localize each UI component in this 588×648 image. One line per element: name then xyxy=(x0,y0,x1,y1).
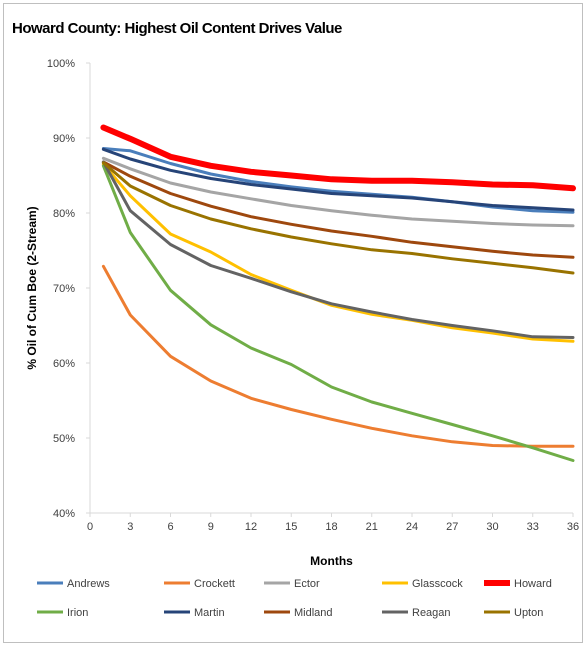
legend-label-irion: Irion xyxy=(67,607,88,619)
y-tick-label: 50% xyxy=(53,433,75,445)
x-tick-label: 6 xyxy=(167,521,173,533)
x-tick-label: 27 xyxy=(446,521,458,533)
y-tick-label: 70% xyxy=(53,283,75,295)
x-tick-label: 33 xyxy=(527,521,539,533)
x-tick-label: 15 xyxy=(285,521,297,533)
legend: Andrews Crockett Ector Glasscock Howard Irion… xyxy=(37,578,552,619)
legend-label-crockett: Crockett xyxy=(194,578,235,590)
legend-label-glasscock: Glasscock xyxy=(412,578,463,590)
chart-frame xyxy=(3,3,583,643)
y-axis-label: % Oil of Cum Boe (2-Stream) xyxy=(25,206,39,369)
legend-label-upton: Upton xyxy=(514,607,543,619)
legend-label-andrews: Andrews xyxy=(67,578,110,590)
x-tick-label: 30 xyxy=(486,521,498,533)
series-lines xyxy=(100,124,576,462)
series-line-crockett xyxy=(101,264,575,448)
y-tick-label: 80% xyxy=(53,208,75,220)
legend-label-reagan: Reagan xyxy=(412,607,451,619)
x-axis-label: Months xyxy=(310,554,353,568)
x-tick-label: 0 xyxy=(87,521,93,533)
y-tick-label: 100% xyxy=(47,58,75,70)
series-line-reagan xyxy=(101,160,575,339)
x-axis-ticks: 0 3 6 9 12 15 18 21 24 27 30 33 36 xyxy=(87,513,579,533)
series-line-howard xyxy=(100,124,576,192)
legend-label-martin: Martin xyxy=(194,607,225,619)
series-line-midland xyxy=(101,160,575,259)
x-tick-label: 3 xyxy=(127,521,133,533)
series-line-irion xyxy=(101,164,575,462)
x-tick-label: 36 xyxy=(567,521,579,533)
y-tick-label: 90% xyxy=(53,133,75,145)
legend-label-midland: Midland xyxy=(294,607,333,619)
chart-title: Howard County: Highest Oil Content Drive… xyxy=(12,20,342,37)
y-axis-ticks: 40% 50% 60% 70% 80% 90% 100% xyxy=(47,58,90,520)
y-tick-label: 40% xyxy=(53,508,75,520)
series-line-martin xyxy=(101,147,575,212)
x-tick-label: 24 xyxy=(406,521,418,533)
legend-label-ector: Ector xyxy=(294,578,320,590)
legend-label-howard: Howard xyxy=(514,578,552,590)
x-tick-label: 18 xyxy=(325,521,337,533)
series-line-ector xyxy=(101,156,575,228)
y-tick-label: 60% xyxy=(53,358,75,370)
x-tick-label: 12 xyxy=(245,521,257,533)
x-tick-label: 21 xyxy=(366,521,378,533)
x-tick-label: 9 xyxy=(208,521,214,533)
series-line-upton xyxy=(101,161,575,275)
